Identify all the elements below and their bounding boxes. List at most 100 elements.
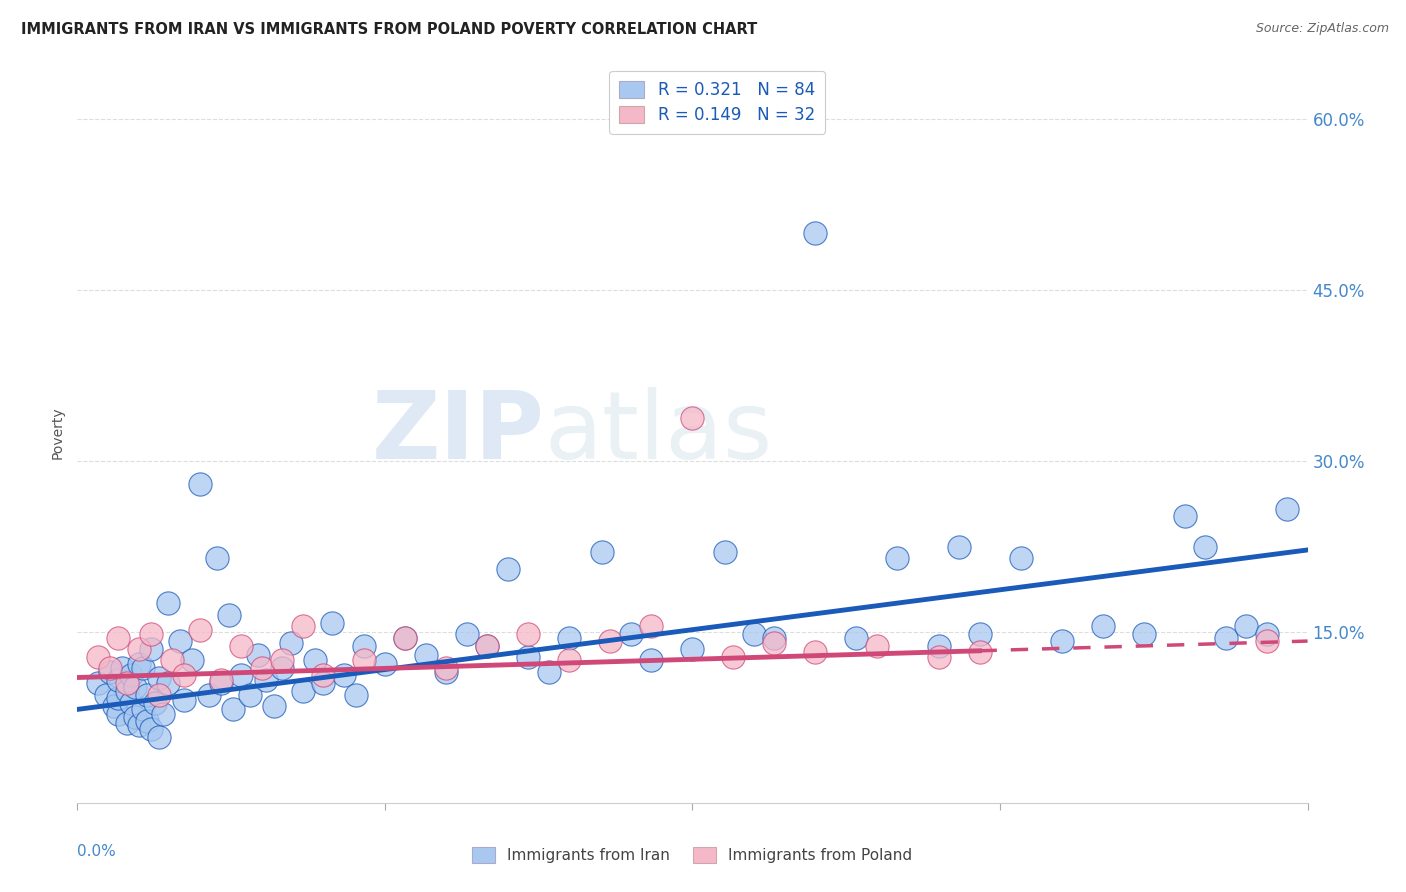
Point [103, 698, 125, 713]
Text: 0.0%: 0.0% [77, 844, 117, 858]
Point [415, 648, 437, 662]
Point [128, 718, 150, 732]
Point [111, 661, 134, 675]
Point [250, 661, 273, 675]
Point [87, 676, 110, 690]
Point [160, 653, 183, 667]
Point [321, 615, 343, 630]
Point [886, 550, 908, 565]
Point [156, 676, 179, 690]
Point [333, 668, 356, 682]
Point [98, 661, 121, 675]
Point [928, 639, 950, 653]
Point [1010, 550, 1032, 565]
Point [94, 688, 117, 702]
Point [205, 550, 228, 565]
Y-axis label: Poverty: Poverty [51, 407, 65, 458]
Point [169, 634, 191, 648]
Point [344, 688, 367, 702]
Point [353, 639, 375, 653]
Point [1050, 634, 1073, 648]
Point [231, 668, 253, 682]
Point [107, 691, 129, 706]
Point [804, 645, 827, 659]
Point [682, 410, 704, 425]
Point [558, 631, 581, 645]
Point [620, 627, 643, 641]
Point [280, 636, 302, 650]
Point [148, 688, 170, 702]
Point [141, 627, 163, 641]
Point [107, 631, 129, 645]
Point [209, 676, 232, 690]
Point [969, 627, 991, 641]
Point [640, 619, 662, 633]
Point [87, 650, 110, 665]
Point [1234, 619, 1257, 633]
Point [928, 650, 950, 665]
Text: atlas: atlas [546, 386, 773, 479]
Point [969, 645, 991, 659]
Point [141, 642, 163, 657]
Point [254, 673, 277, 687]
Point [188, 476, 212, 491]
Point [124, 680, 146, 694]
Point [714, 545, 737, 559]
Point [231, 639, 253, 653]
Point [763, 631, 786, 645]
Point [143, 696, 166, 710]
Point [115, 676, 138, 690]
Point [246, 648, 269, 662]
Point [188, 623, 212, 637]
Point [209, 673, 232, 687]
Text: ZIP: ZIP [373, 386, 546, 479]
Point [436, 661, 458, 675]
Point [141, 722, 163, 736]
Point [173, 668, 195, 682]
Legend: Immigrants from Iran, Immigrants from Poland: Immigrants from Iran, Immigrants from Po… [467, 841, 918, 869]
Point [181, 653, 204, 667]
Point [312, 676, 335, 690]
Point [763, 636, 786, 650]
Point [197, 688, 219, 702]
Point [263, 698, 285, 713]
Point [132, 702, 155, 716]
Point [436, 665, 458, 679]
Point [173, 693, 195, 707]
Point [218, 607, 240, 622]
Point [271, 653, 294, 667]
Point [222, 702, 245, 716]
Point [456, 627, 478, 641]
Point [845, 631, 868, 645]
Point [394, 631, 416, 645]
Point [128, 642, 150, 657]
Point [136, 714, 159, 728]
Point [291, 619, 314, 633]
Point [1275, 502, 1298, 516]
Point [477, 639, 499, 653]
Point [120, 696, 142, 710]
Point [107, 706, 129, 721]
Point [477, 639, 499, 653]
Point [1132, 627, 1154, 641]
Point [128, 657, 150, 671]
Point [599, 634, 621, 648]
Point [98, 665, 121, 679]
Point [353, 653, 375, 667]
Point [374, 657, 396, 671]
Point [1174, 508, 1197, 523]
Point [239, 688, 262, 702]
Point [115, 716, 138, 731]
Point [107, 673, 129, 687]
Point [1256, 634, 1278, 648]
Point [132, 661, 155, 675]
Text: IMMIGRANTS FROM IRAN VS IMMIGRANTS FROM POLAND POVERTY CORRELATION CHART: IMMIGRANTS FROM IRAN VS IMMIGRANTS FROM … [21, 22, 758, 37]
Point [517, 627, 540, 641]
Point [496, 562, 519, 576]
Point [517, 650, 540, 665]
Point [124, 710, 146, 724]
Point [640, 653, 662, 667]
Point [558, 653, 581, 667]
Text: Source: ZipAtlas.com: Source: ZipAtlas.com [1256, 22, 1389, 36]
Point [866, 639, 889, 653]
